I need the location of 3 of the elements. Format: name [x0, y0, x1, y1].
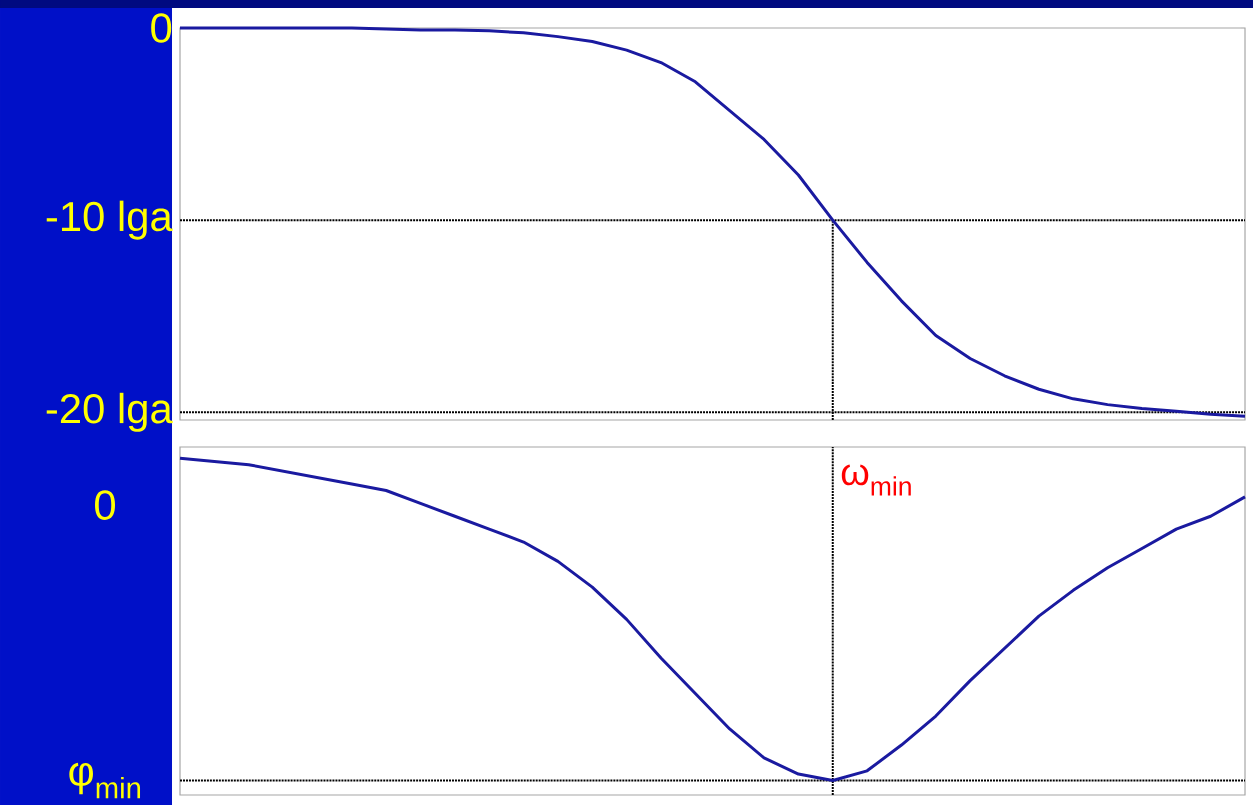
text: φ$_{min}$: [69, 762, 141, 799]
y-tick-label: 0: [151, 13, 172, 43]
annotation: ω$_{min}$: [841, 464, 911, 496]
